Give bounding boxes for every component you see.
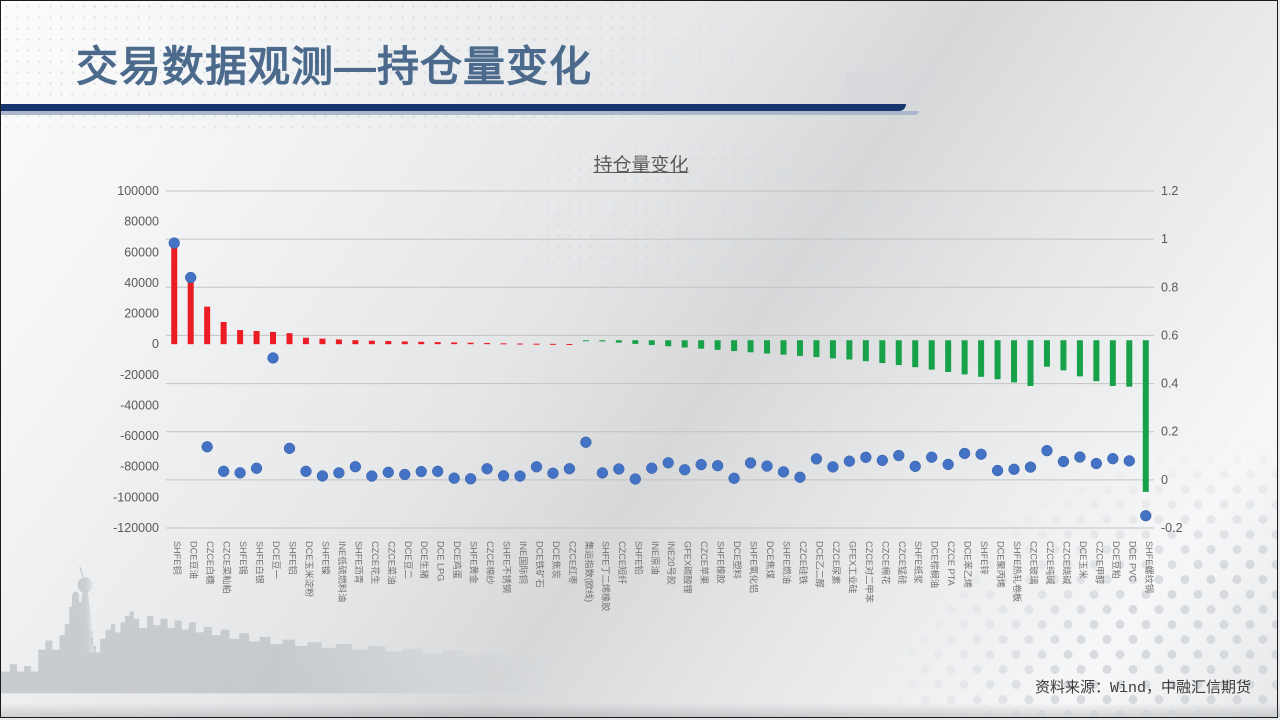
svg-text:SHFE锌: SHFE锌 [979, 541, 990, 575]
svg-text:DCE乙二醇: DCE乙二醇 [814, 541, 825, 588]
svg-text:SHFE锡: SHFE锡 [238, 541, 248, 575]
svg-text:CZCE对二甲苯: CZCE对二甲苯 [864, 541, 875, 603]
svg-text:SHFE沥青: SHFE沥青 [353, 541, 364, 584]
svg-text:CZCE红枣: CZCE红枣 [567, 541, 578, 584]
svg-text:CZCE棉纱: CZCE棉纱 [485, 541, 496, 584]
svg-text:-100000: -100000 [113, 490, 159, 504]
svg-text:-60000: -60000 [120, 429, 159, 443]
svg-text:INE低硫燃料油: INE低硫燃料油 [337, 541, 348, 602]
svg-text:INE原油: INE原油 [650, 541, 661, 575]
svg-text:SHFE铅: SHFE铅 [633, 541, 644, 575]
svg-text:80000: 80000 [124, 215, 159, 229]
svg-text:DCE豆一: DCE豆一 [271, 541, 281, 579]
svg-text:CZCE纯碱: CZCE纯碱 [1045, 541, 1056, 584]
svg-text:CZCE硅铁: CZCE硅铁 [798, 541, 809, 584]
svg-text:CZCE花生: CZCE花生 [370, 541, 381, 584]
svg-text:SHFE白银: SHFE白银 [255, 541, 266, 584]
svg-text:0.2: 0.2 [1161, 425, 1178, 439]
svg-text:GFEX工业硅: GFEX工业硅 [847, 541, 858, 594]
svg-text:集运指数(欧线): 集运指数(欧线) [584, 541, 595, 602]
svg-text:DCE铁矿石: DCE铁矿石 [535, 541, 546, 588]
svg-text:INE20号胶: INE20号胶 [666, 541, 677, 585]
svg-text:DCE豆二: DCE豆二 [403, 541, 413, 579]
svg-text:DCE豆油: DCE豆油 [189, 541, 200, 579]
svg-text:0: 0 [1161, 473, 1168, 487]
svg-text:SHFE纸浆: SHFE纸浆 [913, 541, 924, 584]
svg-text:GFEX碳酸锂: GFEX碳酸锂 [683, 541, 694, 594]
svg-text:CZCE甲醇: CZCE甲醇 [1094, 541, 1105, 584]
svg-text:40000: 40000 [124, 276, 159, 290]
svg-text:SHFE燃油: SHFE燃油 [782, 541, 793, 584]
svg-text:20000: 20000 [124, 307, 159, 321]
svg-text:SHFE镍: SHFE镍 [320, 541, 331, 575]
svg-text:SHFE热轧卷板: SHFE热轧卷板 [1012, 541, 1023, 602]
svg-text:DCE豆粕: DCE豆粕 [1111, 541, 1122, 579]
svg-text:CZCE烧碱: CZCE烧碱 [1061, 541, 1072, 584]
svg-text:-40000: -40000 [120, 399, 159, 413]
svg-text:DCE玉米淀粉: DCE玉米淀粉 [304, 541, 315, 597]
svg-text:DCE LPG: DCE LPG [436, 541, 446, 581]
svg-text:CZCE锰硅: CZCE锰硅 [897, 541, 908, 584]
svg-text:DCE生猪: DCE生猪 [419, 541, 430, 579]
svg-text:DCE PVC: DCE PVC [1127, 541, 1137, 582]
svg-text:SHFE不锈钢: SHFE不锈钢 [502, 541, 513, 593]
svg-text:0.6: 0.6 [1161, 328, 1178, 342]
svg-text:CZCE尿素: CZCE尿素 [831, 541, 842, 584]
svg-text:SHFE橡胶: SHFE橡胶 [716, 541, 727, 584]
svg-text:SHFE黄金: SHFE黄金 [469, 541, 480, 584]
svg-text:CZCE苹果: CZCE苹果 [699, 541, 710, 584]
svg-text:CZCE菜籼粕: CZCE菜籼粕 [222, 541, 233, 594]
svg-text:SHFE铝: SHFE铝 [288, 541, 299, 575]
svg-text:INE国际铜: INE国际铜 [518, 541, 529, 584]
svg-text:DCE苯乙烯: DCE苯乙烯 [963, 541, 974, 588]
svg-text:CZCE棉花: CZCE棉花 [880, 541, 891, 584]
svg-text:DCE玉米: DCE玉米 [1078, 541, 1089, 579]
svg-text:1: 1 [1161, 232, 1168, 246]
svg-text:DCE棕榈油: DCE棕榈油 [930, 541, 941, 588]
svg-text:DCE焦煤: DCE焦煤 [765, 541, 776, 579]
svg-text:-0.2: -0.2 [1161, 521, 1183, 535]
svg-text:DCE焦炭: DCE焦炭 [551, 541, 562, 579]
svg-text:0: 0 [152, 337, 159, 351]
svg-text:SHFE螺纹钢: SHFE螺纹钢 [1144, 541, 1155, 593]
svg-text:-20000: -20000 [120, 368, 159, 382]
svg-text:-80000: -80000 [120, 460, 159, 474]
svg-text:CZCE菜油: CZCE菜油 [386, 541, 397, 584]
svg-text:DCE鸡蛋: DCE鸡蛋 [452, 541, 463, 579]
svg-text:CZCE玻璃: CZCE玻璃 [1029, 541, 1040, 584]
svg-text:SHFE丁二烯橡胶: SHFE丁二烯橡胶 [600, 541, 611, 611]
svg-text:0.8: 0.8 [1161, 280, 1178, 294]
svg-text:DCE聚丙烯: DCE聚丙烯 [996, 541, 1007, 588]
svg-text:CZCE白糖: CZCE白糖 [205, 541, 216, 584]
svg-text:CZCE PTA: CZCE PTA [946, 541, 956, 587]
svg-text:SHFE氧化铝: SHFE氧化铝 [749, 541, 760, 593]
svg-text:0.4: 0.4 [1161, 377, 1178, 391]
svg-text:CZCE短纤: CZCE短纤 [617, 541, 628, 584]
svg-text:SHFE铜: SHFE铜 [172, 541, 183, 575]
svg-text:1.2: 1.2 [1161, 184, 1178, 198]
svg-text:100000: 100000 [117, 184, 159, 198]
svg-text:60000: 60000 [124, 245, 159, 259]
svg-text:DCE塑料: DCE塑料 [732, 541, 743, 579]
svg-text:-120000: -120000 [113, 521, 159, 535]
